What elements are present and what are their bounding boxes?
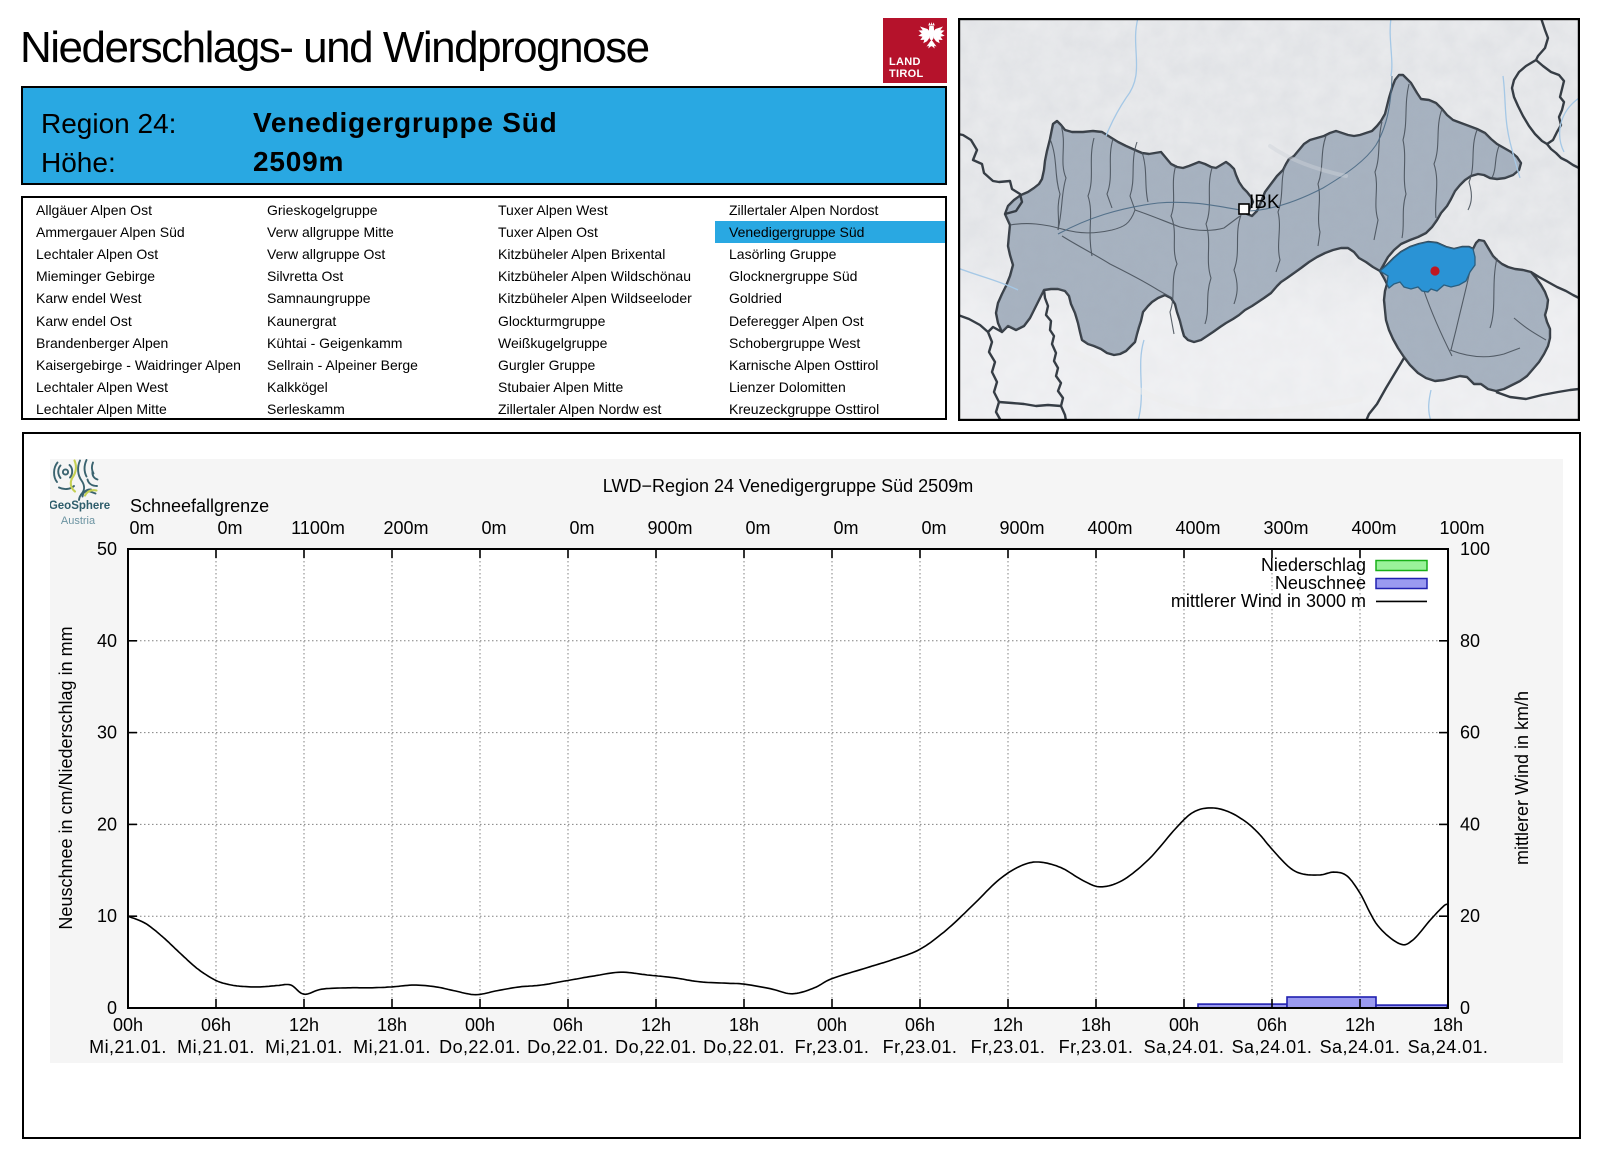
svg-text:Schneefallgrenze: Schneefallgrenze [130,496,269,516]
svg-text:12h: 12h [289,1015,319,1035]
svg-text:Mi,21.01.: Mi,21.01. [353,1037,431,1057]
svg-text:00h: 00h [113,1015,143,1035]
svg-text:18h: 18h [1081,1015,1111,1035]
svg-text:40: 40 [97,631,117,651]
svg-text:18h: 18h [1433,1015,1463,1035]
svg-text:0m: 0m [217,518,242,538]
svg-text:Do,22.01.: Do,22.01. [439,1037,521,1057]
svg-text:900m: 900m [647,518,692,538]
svg-text:Sa,24.01.: Sa,24.01. [1144,1037,1225,1057]
svg-text:1100m: 1100m [291,518,345,538]
svg-text:400m: 400m [1175,518,1220,538]
svg-text:0: 0 [1460,998,1470,1018]
svg-text:10: 10 [97,906,117,926]
svg-text:400m: 400m [1087,518,1132,538]
svg-text:0m: 0m [569,518,594,538]
svg-text:Fr,23.01.: Fr,23.01. [1059,1037,1134,1057]
svg-text:Do,22.01.: Do,22.01. [527,1037,609,1057]
svg-text:Fr,23.01.: Fr,23.01. [883,1037,958,1057]
svg-text:Mi,21.01.: Mi,21.01. [265,1037,343,1057]
svg-text:IBK: IBK [1249,192,1280,213]
svg-text:06h: 06h [201,1015,231,1035]
svg-text:400m: 400m [1351,518,1396,538]
svg-text:Fr,23.01.: Fr,23.01. [795,1037,870,1057]
svg-text:Sa,24.01.: Sa,24.01. [1320,1037,1401,1057]
svg-text:60: 60 [1460,723,1480,743]
svg-text:00h: 00h [817,1015,847,1035]
svg-text:Neuschnee: Neuschnee [1275,573,1366,593]
svg-text:80: 80 [1460,631,1480,651]
svg-text:12h: 12h [641,1015,671,1035]
svg-text:30: 30 [97,723,117,743]
svg-text:0m: 0m [833,518,858,538]
svg-text:0m: 0m [481,518,506,538]
svg-text:Niederschlag: Niederschlag [1261,555,1366,575]
svg-text:18h: 18h [729,1015,759,1035]
svg-text:LWD−Region 24 Venedigergruppe: LWD−Region 24 Venedigergruppe Süd 2509m [603,476,973,496]
svg-text:Sa,24.01.: Sa,24.01. [1408,1037,1489,1057]
svg-text:00h: 00h [1169,1015,1199,1035]
svg-text:0m: 0m [129,518,154,538]
svg-text:900m: 900m [999,518,1044,538]
svg-text:Sa,24.01.: Sa,24.01. [1232,1037,1313,1057]
svg-text:Neuschnee in cm/Niederschlag i: Neuschnee in cm/Niederschlag in mm [56,626,76,929]
svg-text:GeoSphere: GeoSphere [50,500,110,512]
svg-text:12h: 12h [993,1015,1023,1035]
svg-text:Fr,23.01.: Fr,23.01. [971,1037,1046,1057]
svg-text:06h: 06h [553,1015,583,1035]
svg-text:Do,22.01.: Do,22.01. [615,1037,697,1057]
svg-text:06h: 06h [905,1015,935,1035]
svg-text:50: 50 [97,539,117,559]
svg-text:100: 100 [1460,539,1490,559]
svg-text:0m: 0m [745,518,770,538]
svg-text:200m: 200m [383,518,428,538]
svg-text:00h: 00h [465,1015,495,1035]
svg-text:100m: 100m [1439,518,1484,538]
svg-text:0: 0 [107,998,117,1018]
svg-text:0m: 0m [921,518,946,538]
svg-text:12h: 12h [1345,1015,1375,1035]
svg-text:06h: 06h [1257,1015,1287,1035]
svg-text:Mi,21.01.: Mi,21.01. [177,1037,255,1057]
svg-text:18h: 18h [377,1015,407,1035]
svg-text:Do,22.01.: Do,22.01. [703,1037,785,1057]
svg-text:mittlerer Wind in km/h: mittlerer Wind in km/h [1512,691,1532,865]
svg-text:40: 40 [1460,814,1480,834]
svg-text:mittlerer Wind in 3000 m: mittlerer Wind in 3000 m [1171,591,1366,611]
svg-text:20: 20 [97,814,117,834]
svg-text:20: 20 [1460,906,1480,926]
svg-text:Austria: Austria [61,515,96,527]
svg-text:Mi,21.01.: Mi,21.01. [89,1037,167,1057]
svg-text:300m: 300m [1263,518,1308,538]
